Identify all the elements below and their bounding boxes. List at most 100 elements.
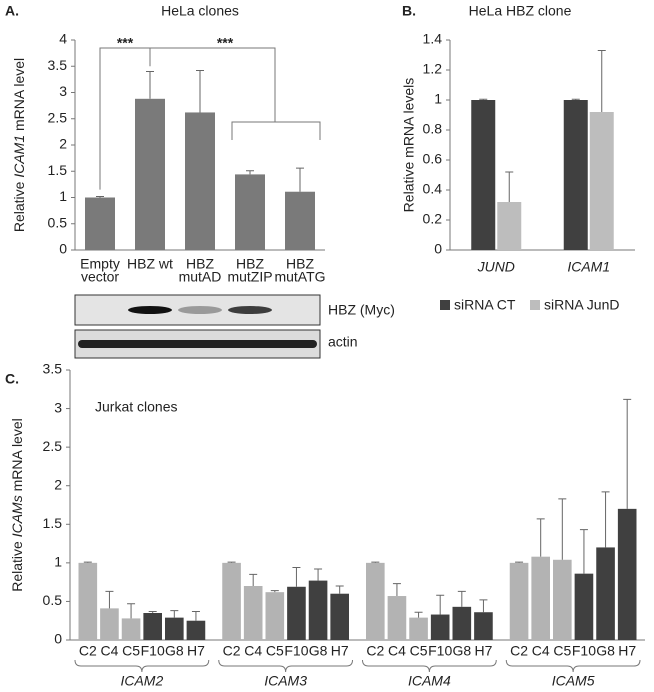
error-bar (505, 171, 514, 202)
x-tick-label: C5 (410, 643, 428, 659)
y-tick-label: 0.5 (43, 592, 63, 608)
y-tick-label: 2.5 (43, 438, 63, 454)
bar (121, 618, 141, 640)
group-label: ICAM5 (552, 673, 595, 689)
x-tick-label: G8 (165, 643, 184, 659)
error-bar (579, 529, 588, 574)
bar (596, 547, 615, 640)
x-tick-label: HBZ (286, 256, 314, 272)
y-axis-label: Relative ICAM1 mRNA level (11, 58, 27, 232)
x-tick-label: G8 (309, 643, 328, 659)
bar (471, 100, 496, 250)
significance-label: *** (117, 35, 134, 51)
significance-bracket (99, 47, 151, 190)
y-tick-label: 3 (54, 399, 62, 415)
error-bar (597, 50, 606, 112)
chart-title: Jurkat clones (95, 399, 177, 415)
bar (287, 586, 306, 640)
bar (100, 608, 119, 640)
x-tick-label: C4 (388, 643, 406, 659)
y-tick-label: 1 (59, 188, 67, 204)
x-tick-label: F10 (572, 643, 596, 659)
group-brace (74, 659, 210, 673)
x-tick-label: H7 (187, 643, 205, 659)
y-tick-label: 2 (59, 136, 67, 152)
error-bar (601, 491, 610, 548)
y-tick-label: 1 (54, 554, 62, 570)
x-tick-label: C5 (122, 643, 140, 659)
bar (563, 100, 588, 250)
error-bar (146, 71, 154, 99)
error-bar (479, 599, 488, 613)
chart-title: HeLa HBZ clone (469, 3, 572, 19)
y-tick-label: 1.2 (423, 61, 443, 77)
bar (186, 620, 206, 640)
y-tick-label: 2 (54, 476, 62, 492)
bar (497, 202, 522, 250)
x-tick-label: mutZIP (227, 269, 272, 285)
y-tick-label: 0.5 (48, 214, 68, 230)
blot-label: actin (328, 334, 358, 350)
blot (74, 294, 321, 326)
error-bar (196, 69, 204, 113)
group-label: ICAM4 (408, 673, 451, 689)
significance-bracket (150, 47, 321, 140)
error-bar (227, 561, 236, 563)
x-tick-label: F10 (428, 643, 452, 659)
bar (135, 98, 165, 250)
error-bar (392, 583, 401, 597)
y-tick-label: 2.5 (48, 109, 68, 125)
blot-band (78, 340, 317, 348)
x-tick-label: G8 (596, 643, 615, 659)
bar (243, 586, 263, 640)
x-tick-label: H7 (331, 643, 349, 659)
bar (574, 573, 594, 640)
bar (474, 612, 493, 640)
error-bar (148, 610, 157, 613)
bar (617, 508, 637, 640)
y-axis-label-part: Relative (11, 178, 27, 232)
bar (330, 593, 349, 640)
y-axis-label-part: mRNA level (11, 58, 27, 135)
error-bar (292, 566, 301, 587)
y-tick-label: 0.8 (423, 121, 443, 137)
y-tick-label: 0 (434, 241, 442, 257)
error-bar (296, 167, 304, 192)
bar (235, 174, 265, 250)
error-bar (96, 195, 104, 198)
y-tick-label: 3.5 (48, 57, 68, 73)
error-bar (249, 573, 258, 586)
bar (78, 562, 98, 640)
x-tick-label: HBZ (236, 256, 264, 272)
error-bar (414, 611, 423, 618)
bar (531, 556, 550, 640)
bar (409, 617, 428, 640)
y-tick-label: 3.5 (43, 361, 63, 377)
y-axis-label-part: ICAMs (9, 495, 25, 537)
bar (143, 613, 162, 640)
y-tick-label: 3 (59, 83, 67, 99)
y-tick-label: 1 (434, 91, 442, 107)
x-tick-label: C2 (366, 643, 384, 659)
error-bar (191, 610, 200, 621)
x-tick-label: C4 (532, 643, 550, 659)
bar (430, 614, 450, 640)
blot-band (178, 306, 222, 314)
bar (589, 112, 614, 250)
error-bar (170, 610, 179, 618)
x-tick-label: HBZ wt (127, 256, 173, 272)
x-tick-label: mutATG (274, 269, 325, 285)
x-tick-label: HBZ (186, 256, 214, 272)
error-bar (83, 561, 92, 563)
y-axis-label-part: Relative (9, 537, 25, 591)
error-bar (270, 590, 279, 593)
x-tick-label: C4 (100, 643, 118, 659)
bar (452, 606, 472, 640)
panel-label: B. (402, 3, 416, 19)
bar (222, 562, 241, 640)
x-tick-label: mutAD (179, 269, 222, 285)
error-bar (623, 398, 632, 509)
panel-label: A. (5, 3, 19, 19)
bar (509, 562, 529, 640)
